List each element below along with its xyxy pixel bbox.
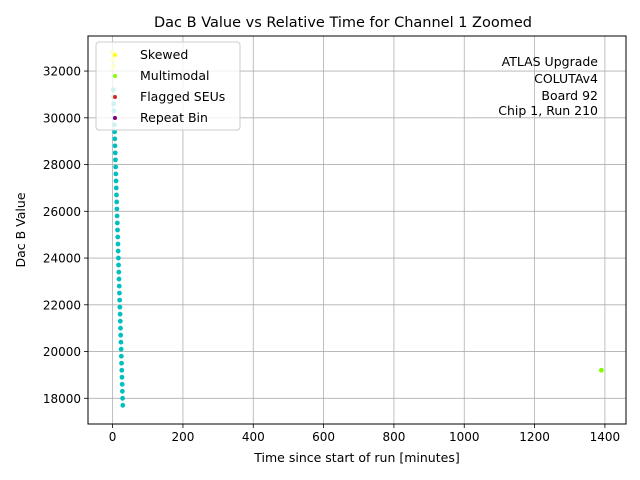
data-point-series-4 <box>114 206 120 212</box>
y-tick-label: 22000 <box>43 298 81 312</box>
data-point-series-4 <box>120 402 126 408</box>
data-point-series-4 <box>117 290 122 296</box>
data-point-series-4 <box>112 136 118 142</box>
legend-item-multimodal: Multimodal <box>113 68 209 83</box>
data-point-series-4 <box>118 353 124 359</box>
x-tick-label: 1200 <box>519 430 550 444</box>
data-point-series-4 <box>113 178 119 184</box>
annotation-line-4: Chip 1, Run 210 <box>498 103 598 118</box>
legend-label-flagged-seus: Flagged SEUs <box>140 89 225 104</box>
data-point-series-4 <box>119 381 125 387</box>
data-point-multimodal <box>598 367 604 373</box>
legend-marker-skewed <box>113 53 117 57</box>
data-point-series-4 <box>115 234 121 240</box>
x-tick-label: 600 <box>312 430 335 444</box>
data-point-series-4 <box>112 143 118 149</box>
data-point-series-4 <box>112 129 117 135</box>
y-axis-ticks: 18000 20000 22000 24000 26000 28000 30000 32000 <box>43 65 88 406</box>
x-axis-ticks: 0 200 400 600 800 1000 1200 1400 <box>109 424 620 444</box>
data-point-series-4 <box>116 276 122 282</box>
data-point-series-4 <box>118 332 124 338</box>
y-tick-label: 32000 <box>43 65 81 79</box>
y-axis-label: Dac B Value <box>13 192 28 267</box>
x-tick-label: 1400 <box>590 430 621 444</box>
annotation-line-1: ATLAS Upgrade <box>502 54 599 69</box>
legend-marker-flagged-seus <box>113 95 117 99</box>
data-point-series-4 <box>115 248 121 254</box>
data-point-series-4 <box>114 192 119 198</box>
data-point-series-4 <box>119 360 124 366</box>
legend-item-repeat-bin: Repeat Bin <box>113 110 208 125</box>
data-point-series-4 <box>118 325 123 331</box>
y-tick-label: 20000 <box>43 345 81 359</box>
data-point-series-4 <box>119 388 125 394</box>
legend-box <box>95 41 241 131</box>
x-tick-label: 0 <box>109 430 117 444</box>
data-point-series-4 <box>113 164 119 170</box>
plot-frame <box>87 35 627 425</box>
data-point-series-4 <box>118 339 124 345</box>
y-tick-label: 28000 <box>43 158 81 172</box>
annotation-line-3: Board 92 <box>541 88 598 103</box>
legend-marker-repeat-bin <box>113 116 117 120</box>
data-point-series-4 <box>114 213 120 219</box>
y-tick-label: 26000 <box>43 205 81 219</box>
legend: Skewed Multimodal Flagged SEUs Repeat Bi… <box>95 41 241 131</box>
data-point-series-4 <box>116 283 122 289</box>
data-point-series-4 <box>120 395 126 401</box>
data-point-series-4 <box>115 227 120 233</box>
atlas-annotation: ATLAS Upgrade COLUTAv4 Board 92 Chip 1, … <box>498 54 598 118</box>
annotation-line-2: COLUTAv4 <box>534 71 598 86</box>
data-point-series-4 <box>113 157 118 163</box>
data-point-series-4 <box>117 318 123 324</box>
legend-item-skewed: Skewed <box>113 47 188 62</box>
data-point-series-4 <box>113 185 119 191</box>
data-point-series-4 <box>114 199 120 205</box>
x-tick-label: 200 <box>171 430 194 444</box>
y-tick-label: 30000 <box>43 111 81 125</box>
data-point-series-4 <box>117 304 123 310</box>
data-point-series-4 <box>118 346 124 352</box>
y-tick-label: 18000 <box>43 392 81 406</box>
data-point-series-4 <box>115 241 121 247</box>
x-tick-label: 1000 <box>449 430 480 444</box>
data-point-series-4 <box>112 150 118 156</box>
legend-marker-multimodal <box>113 74 117 78</box>
x-tick-label: 800 <box>382 430 405 444</box>
data-point-series-4 <box>113 171 119 177</box>
data-point-series-4 <box>119 367 125 373</box>
legend-item-flagged-seus: Flagged SEUs <box>113 89 225 104</box>
data-point-series-4 <box>116 262 121 268</box>
grid <box>88 36 626 424</box>
data-point-series-4 <box>119 374 125 380</box>
legend-label-multimodal: Multimodal <box>140 68 209 83</box>
legend-label-repeat-bin: Repeat Bin <box>140 110 208 125</box>
legend-label-skewed: Skewed <box>140 47 188 62</box>
chart-title: Dac B Value vs Relative Time for Channel… <box>154 15 532 31</box>
y-tick-label: 24000 <box>43 252 81 266</box>
x-axis-label: Time since start of run [minutes] <box>253 450 459 465</box>
data-point-series-4 <box>117 297 123 303</box>
data-point-series-4 <box>116 269 122 275</box>
data-point-series-4 <box>114 220 120 226</box>
data-point-series-4 <box>117 311 123 317</box>
x-tick-label: 400 <box>242 430 265 444</box>
data-point-series-4 <box>115 255 121 261</box>
